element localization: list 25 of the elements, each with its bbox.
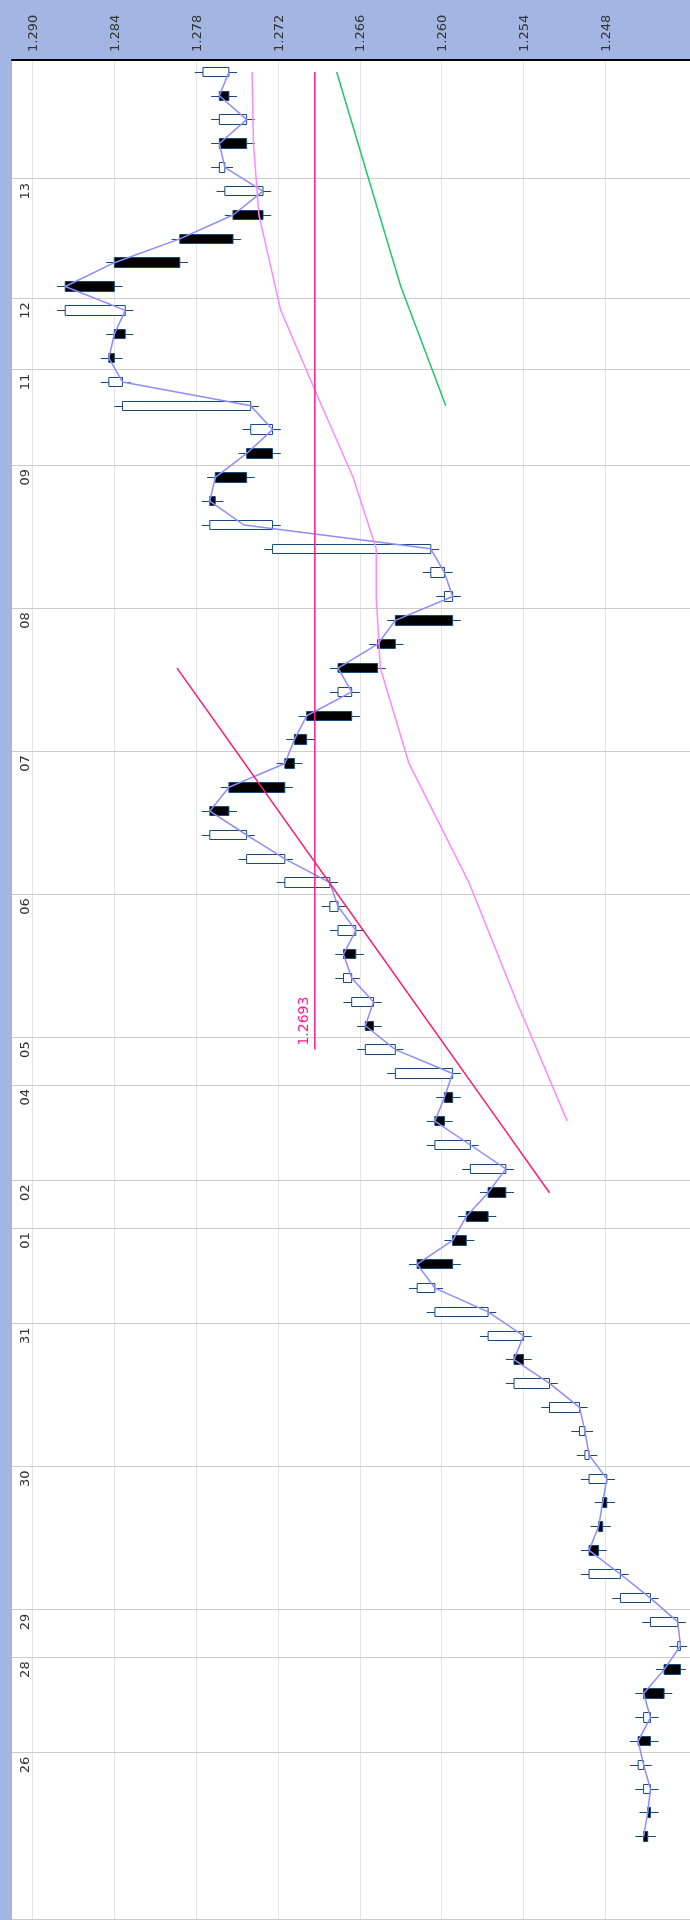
x-tick-label: 1.290	[24, 14, 40, 52]
y-tick-label: 31	[17, 1327, 32, 1345]
y-tick-label: 06	[17, 898, 32, 915]
y-tick-label: 04	[17, 1089, 32, 1106]
x-tick-label: 1.278	[188, 14, 204, 52]
y-tick-label: 29	[17, 1613, 32, 1631]
x-tick-label: 1.266	[352, 14, 368, 52]
x-tick-label: 1.272	[270, 14, 286, 52]
y-tick-label: 11	[17, 373, 32, 391]
x-tick-label: 1.260	[434, 14, 450, 52]
y-tick-label: 05	[17, 1041, 32, 1058]
y-tick-label: 12	[17, 302, 32, 319]
y-tick-label: 26	[17, 1756, 32, 1774]
y-tick-label: 02	[17, 1184, 32, 1201]
data-label: 1.2693	[294, 996, 311, 1046]
y-tick-label: 13	[17, 182, 32, 200]
y-tick-label: 08	[17, 612, 32, 629]
y-tick-label: 07	[17, 755, 32, 772]
x-tick-label: 1.254	[516, 14, 532, 52]
y-tick-label: 09	[17, 469, 32, 486]
y-tick-label: 28	[17, 1661, 32, 1678]
y-tick-label: 01	[17, 1232, 32, 1249]
x-tick-label: 1.248	[597, 14, 613, 52]
x-tick-label: 1.284	[106, 14, 122, 52]
y-tick-label: 30	[17, 1470, 32, 1488]
